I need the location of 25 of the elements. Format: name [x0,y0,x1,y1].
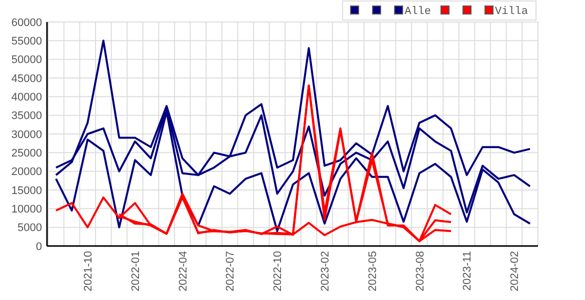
y-tick-label: 55000 [11,36,42,48]
y-tick-label: 5000 [18,222,42,234]
y-tick-label: 50000 [11,54,42,66]
y-tick-label: 60000 [11,16,42,29]
y-tick-label: 20000 [11,166,42,178]
y-tick-label: 10000 [11,204,42,216]
x-tick-label: 2022-01 [130,251,142,292]
x-tick-label: 2022-07 [224,251,237,292]
x-tick-label: 2023-08 [414,251,426,292]
y-tick-label: 35000 [11,110,42,122]
legend-label: Villa [495,6,528,18]
y-tick-label: 30000 [11,128,42,141]
y-tick-label: 0 [36,240,42,253]
y-tick-label: 25000 [11,148,42,160]
x-tick-label: 2024-02 [509,251,522,292]
x-tick-label: 2022-04 [177,251,190,292]
y-tick-label: 40000 [11,92,42,104]
y-tick-label: 15000 [11,184,42,197]
legend-label: Alle [404,6,432,18]
y-tick-label: 45000 [11,72,42,85]
x-tick-label: 2021-10 [82,251,94,292]
x-tick-label: 2023-02 [319,251,332,292]
x-tick-label: 2023-11 [462,251,474,291]
x-tick-label: 2023-05 [366,251,379,292]
x-tick-label: 2022-10 [272,251,284,292]
